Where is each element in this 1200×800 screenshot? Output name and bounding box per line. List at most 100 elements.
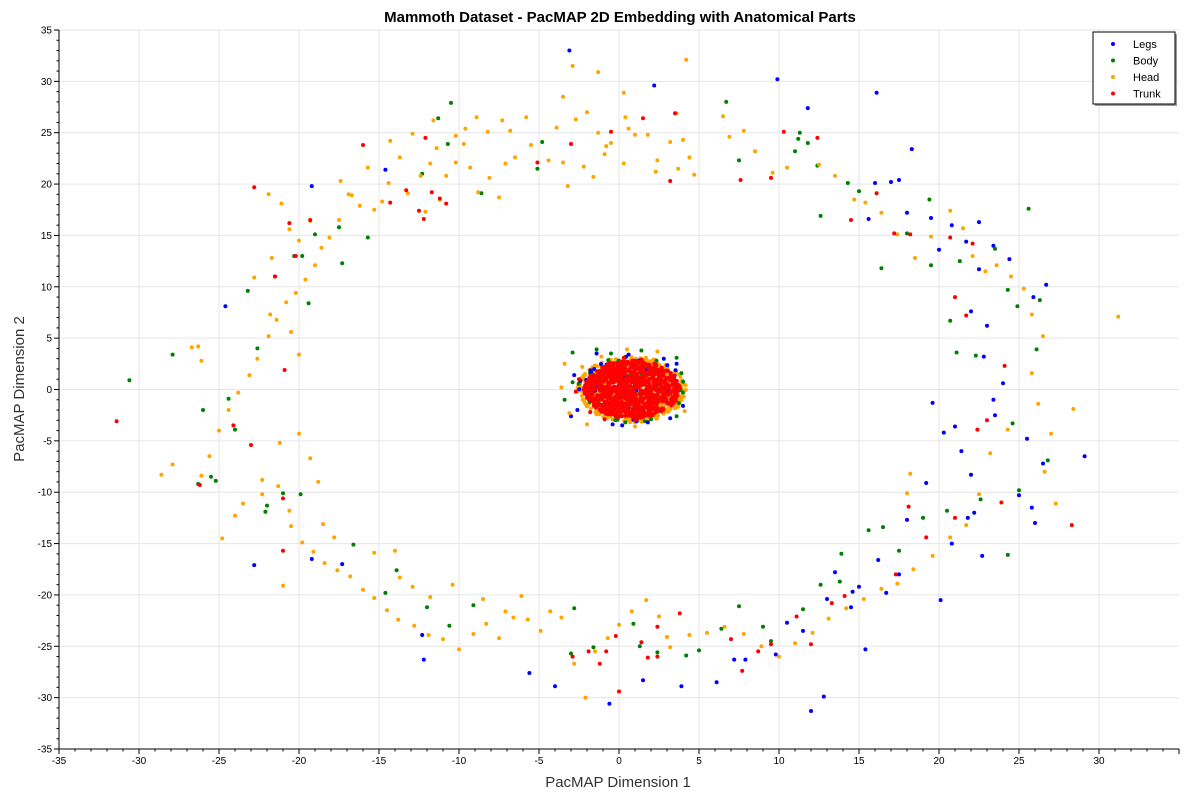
data-point-head (337, 218, 341, 222)
data-point-trunk (756, 649, 761, 654)
data-point-legs (420, 633, 425, 637)
data-point-head (260, 492, 265, 497)
cluster-point-legs (588, 368, 593, 373)
data-point-legs (977, 267, 981, 272)
data-point-legs (732, 657, 737, 662)
data-point-body (609, 351, 613, 356)
data-point-body (255, 346, 260, 351)
data-point-head (410, 584, 415, 589)
data-point-body (298, 492, 303, 497)
data-point-trunk (604, 401, 609, 406)
x-tick-label: -15 (372, 756, 387, 767)
data-point-body (881, 525, 885, 530)
data-point-body (927, 197, 932, 202)
data-point-legs (889, 180, 893, 184)
data-point-head (580, 364, 585, 369)
data-point-body (535, 166, 540, 171)
data-point-head (297, 238, 301, 243)
data-point-legs (993, 413, 997, 418)
data-point-head (276, 484, 281, 489)
data-point-head (513, 155, 517, 160)
data-point-body (866, 528, 871, 533)
data-point-head (817, 162, 821, 167)
cluster-point-head (665, 406, 670, 411)
data-point-trunk (975, 427, 980, 432)
data-point-body (818, 213, 823, 218)
data-point-head (948, 208, 953, 213)
data-point-legs (1025, 436, 1029, 441)
data-point-head (661, 402, 666, 407)
cluster-point-head (594, 411, 599, 415)
data-point-trunk (1069, 523, 1074, 528)
data-point-head (372, 207, 377, 212)
data-point-head (453, 160, 458, 165)
data-point-legs (1007, 257, 1012, 262)
x-tick-label: -5 (535, 756, 544, 767)
data-point-head (199, 473, 204, 478)
data-point-trunk (906, 504, 911, 509)
cluster-point-trunk (626, 405, 631, 409)
data-point-trunk (273, 274, 277, 279)
data-point-legs (610, 422, 615, 427)
data-point-body (737, 604, 741, 609)
data-point-head (357, 203, 362, 208)
data-point-trunk (633, 397, 637, 402)
data-point-trunk (781, 129, 786, 134)
data-point-legs (1017, 493, 1021, 498)
data-point-legs (991, 243, 996, 248)
data-point-trunk (421, 217, 426, 221)
data-point-head (327, 235, 332, 240)
data-point-head (605, 636, 610, 641)
data-point-head (428, 595, 433, 599)
data-point-head (777, 654, 781, 659)
data-point-body (857, 189, 861, 194)
y-tick-label: -20 (38, 590, 53, 601)
data-point-trunk (629, 414, 634, 419)
data-point-legs (897, 572, 901, 577)
data-point-trunk (604, 649, 609, 654)
data-point-head (418, 173, 423, 178)
cluster-point-trunk (661, 370, 666, 375)
data-point-trunk (636, 367, 641, 371)
data-point-legs (572, 373, 577, 378)
data-point-head (199, 358, 204, 363)
cluster-point-trunk (677, 386, 682, 391)
cluster-point-trunk (617, 413, 622, 418)
data-point-body (797, 130, 802, 135)
data-point-body (655, 650, 660, 655)
data-point-legs (905, 210, 909, 215)
data-point-trunk (668, 179, 673, 183)
data-point-head (604, 144, 609, 149)
cluster-point-trunk (612, 369, 617, 374)
data-point-head (681, 137, 685, 142)
data-point-legs (668, 416, 673, 421)
data-point-head (621, 161, 626, 166)
data-point-head (289, 524, 293, 529)
data-point-body (337, 225, 341, 230)
data-point-head (277, 440, 282, 445)
data-point-trunk (639, 640, 644, 645)
data-point-trunk (809, 642, 813, 647)
legend-marker-legs (1111, 42, 1115, 46)
data-point-head (474, 115, 479, 120)
data-point-head (741, 128, 746, 133)
data-point-head (559, 615, 564, 620)
cluster-point-trunk (632, 369, 637, 374)
data-point-head (655, 349, 660, 354)
data-point-head (644, 598, 649, 603)
data-point-head (266, 334, 271, 339)
data-point-head (977, 492, 981, 497)
data-point-trunk (842, 594, 847, 598)
data-point-body (674, 355, 679, 360)
data-point-trunk (829, 601, 834, 606)
data-point-head (484, 621, 489, 626)
cluster-point-trunk (625, 383, 630, 387)
cluster-point-head (582, 374, 587, 379)
data-point-head (970, 254, 975, 258)
data-point-head (361, 587, 365, 592)
cluster-point-trunk (634, 405, 639, 410)
data-point-head (1049, 431, 1053, 436)
data-point-head (300, 540, 305, 545)
data-point-head (727, 134, 732, 139)
